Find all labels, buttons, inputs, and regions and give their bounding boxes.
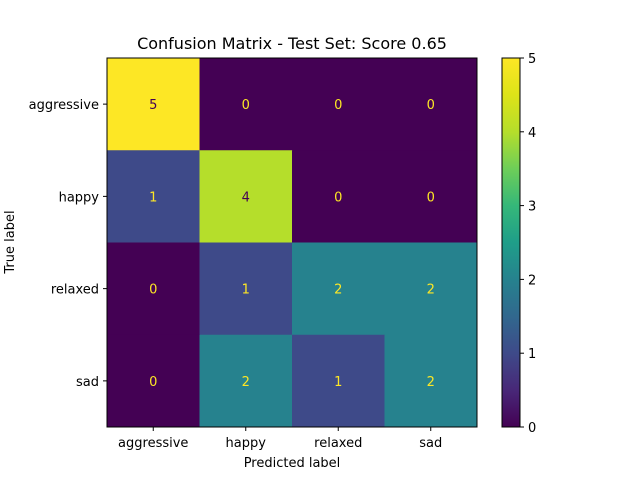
heatmap-cell <box>292 242 385 336</box>
heatmap-cell <box>199 150 293 243</box>
heatmap-cell <box>292 334 385 428</box>
cell-value-label: 0 <box>242 98 250 113</box>
heatmap-cell <box>107 150 200 243</box>
heatmap-cell <box>199 334 293 428</box>
x-tick-label: sad <box>419 436 442 451</box>
colorbar <box>501 57 521 428</box>
heatmap-cell <box>384 58 478 151</box>
cell-value-label: 0 <box>334 98 342 113</box>
cell-value-label: 2 <box>427 283 435 298</box>
colorbar-tick-label: 5 <box>528 52 536 67</box>
colorbar-tick-label: 3 <box>528 200 536 215</box>
heatmap-cell <box>292 150 385 243</box>
cell-value-label: 2 <box>334 283 342 298</box>
y-axis-ticks: aggressive happy relaxed sad <box>29 98 107 390</box>
cell-value-label: 4 <box>242 190 250 205</box>
y-tick-label: happy <box>59 190 100 205</box>
cell-value-label: 0 <box>427 98 435 113</box>
heatmap-cell <box>199 58 293 151</box>
heatmap-cell <box>384 334 478 428</box>
cell-value-label: 1 <box>242 283 250 298</box>
y-tick-label: sad <box>76 375 99 390</box>
x-axis-ticks: aggressive happy relaxed sad <box>118 427 442 451</box>
heatmap-cell <box>107 242 200 336</box>
cell-value-label: 2 <box>242 375 250 390</box>
heatmap-cell <box>384 150 478 243</box>
y-tick-label: relaxed <box>51 283 99 298</box>
heatmap-cell <box>107 58 200 151</box>
y-tick-label: aggressive <box>29 98 99 113</box>
colorbar-tick-label: 2 <box>528 273 536 288</box>
cell-value-label: 0 <box>149 283 157 298</box>
x-tick-label: happy <box>226 436 267 451</box>
x-tick-label: relaxed <box>314 436 362 451</box>
heatmap-cell <box>292 58 385 151</box>
heatmap-cell <box>384 242 478 336</box>
cell-value-label: 1 <box>334 375 342 390</box>
heatmap-frame <box>106 57 478 428</box>
x-axis-label: Predicted label <box>244 456 341 471</box>
colorbar-tick-label: 0 <box>528 421 536 436</box>
colorbar-ticks: 0 1 2 3 4 5 <box>520 52 536 436</box>
cell-value-label: 5 <box>149 98 157 113</box>
heatmap-cells <box>107 58 478 428</box>
heatmap-cell <box>107 334 200 428</box>
cell-value-labels: 5 0 0 0 1 4 0 0 0 1 2 2 0 2 1 2 <box>149 98 435 390</box>
heatmap-cell <box>199 242 293 336</box>
colorbar-tick-label: 4 <box>528 126 536 141</box>
colorbar-tick-label: 1 <box>528 347 536 362</box>
cell-value-label: 1 <box>149 190 157 205</box>
cell-value-label: 2 <box>427 375 435 390</box>
chart-title: Confusion Matrix - Test Set: Score 0.65 <box>137 34 447 53</box>
cell-value-label: 0 <box>149 375 157 390</box>
cell-value-label: 0 <box>334 190 342 205</box>
y-axis-label: True label <box>3 210 18 274</box>
cell-value-label: 0 <box>427 190 435 205</box>
x-tick-label: aggressive <box>118 436 188 451</box>
